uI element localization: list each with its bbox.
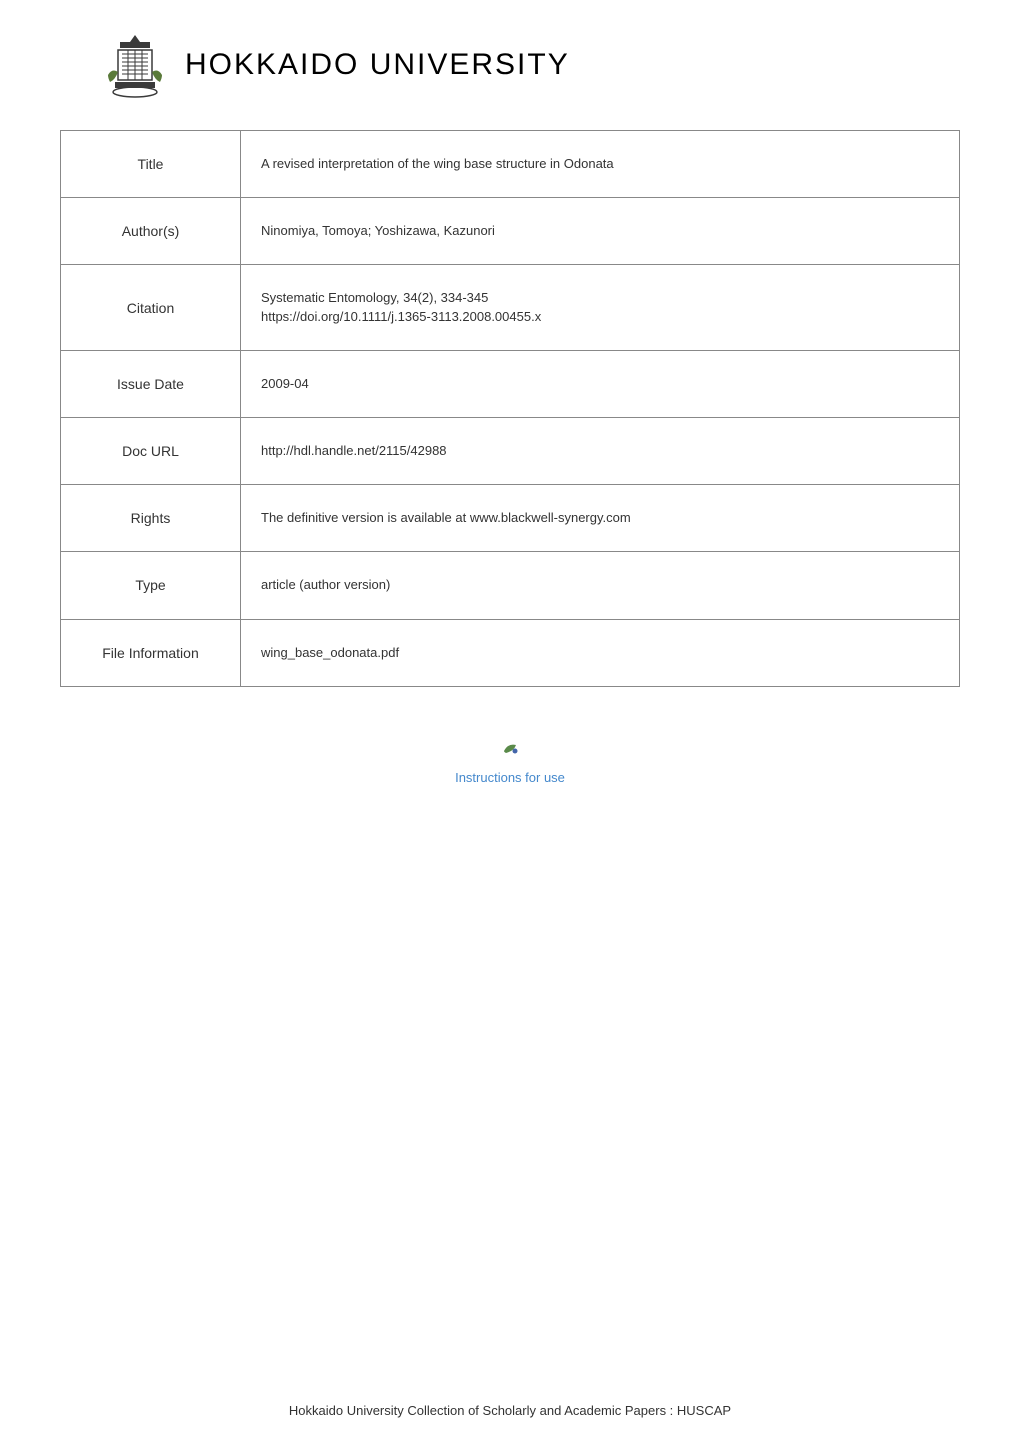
page-footer: Hokkaido University Collection of Schola… — [0, 1403, 1020, 1418]
table-row: Author(s)Ninomiya, Tomoya; Yoshizawa, Ka… — [61, 198, 960, 265]
metadata-value: Systematic Entomology, 34(2), 334-345 ht… — [241, 265, 960, 350]
metadata-value: A revised interpretation of the wing bas… — [241, 131, 960, 198]
table-row: Doc URLhttp://hdl.handle.net/2115/42988 — [61, 417, 960, 484]
metadata-label: Issue Date — [61, 350, 241, 417]
metadata-value: The definitive version is available at w… — [241, 485, 960, 552]
table-row: RightsThe definitive version is availabl… — [61, 485, 960, 552]
university-name: HOKKAIDO UNIVERSITY — [185, 48, 570, 82]
metadata-value: article (author version) — [241, 552, 960, 619]
metadata-label: Doc URL — [61, 417, 241, 484]
instructions-link[interactable]: Instructions for use — [60, 770, 960, 785]
table-row: Issue Date2009-04 — [61, 350, 960, 417]
metadata-value: wing_base_odonata.pdf — [241, 619, 960, 686]
metadata-value: 2009-04 — [241, 350, 960, 417]
table-row: File Informationwing_base_odonata.pdf — [61, 619, 960, 686]
metadata-label: Type — [61, 552, 241, 619]
metadata-value: Ninomiya, Tomoya; Yoshizawa, Kazunori — [241, 198, 960, 265]
table-row: TitleA revised interpretation of the win… — [61, 131, 960, 198]
university-logo — [100, 30, 170, 100]
metadata-table: TitleA revised interpretation of the win… — [60, 130, 960, 687]
metadata-label: Author(s) — [61, 198, 241, 265]
metadata-label: Title — [61, 131, 241, 198]
metadata-label: File Information — [61, 619, 241, 686]
page-header: HOKKAIDO UNIVERSITY — [60, 30, 960, 100]
instructions-section: Instructions for use — [60, 737, 960, 785]
leaf-icon — [500, 737, 520, 762]
metadata-value: http://hdl.handle.net/2115/42988 — [241, 417, 960, 484]
table-row: CitationSystematic Entomology, 34(2), 33… — [61, 265, 960, 350]
table-row: Typearticle (author version) — [61, 552, 960, 619]
metadata-label: Citation — [61, 265, 241, 350]
metadata-label: Rights — [61, 485, 241, 552]
